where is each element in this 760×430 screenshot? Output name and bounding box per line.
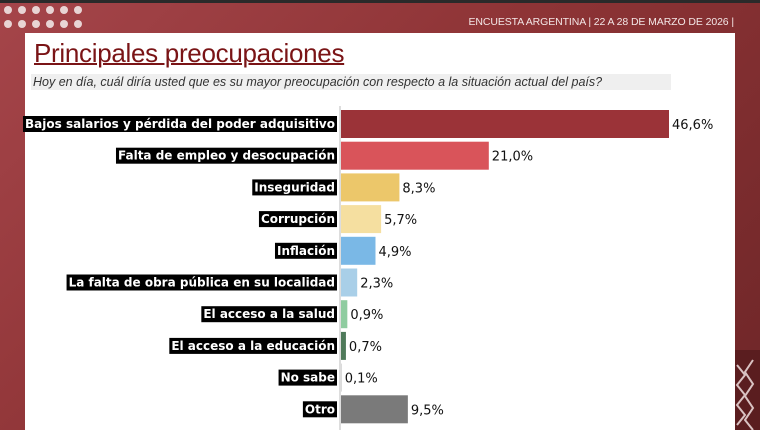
category-label: No sabe: [281, 371, 335, 385]
bar: [341, 205, 382, 234]
bar: [341, 173, 400, 202]
value-label: 0,7%: [349, 340, 382, 355]
dot: [60, 20, 68, 28]
value-label: 5,7%: [384, 213, 417, 228]
bar: [341, 268, 358, 297]
value-label: 8,3%: [402, 181, 435, 196]
top-bar: [0, 0, 760, 3]
category-label: El acceso a la salud: [203, 307, 335, 321]
dot: [46, 6, 54, 14]
value-label: 9,5%: [411, 403, 444, 418]
category-label-bg: [66, 274, 337, 291]
dot: [74, 6, 82, 14]
question-subtitle: Hoy en día, cuál diría usted que es su m…: [31, 74, 671, 90]
category-label-bg: [169, 337, 337, 354]
category-label-bg: [252, 179, 337, 196]
value-label: 4,9%: [378, 245, 411, 260]
bar: [341, 141, 489, 170]
dot: [4, 6, 12, 14]
category-label: Inseguridad: [254, 180, 335, 194]
category-label-bg: [23, 116, 337, 132]
category-label-bg: [115, 147, 337, 164]
category-label: Falta de empleo y desocupación: [118, 149, 335, 163]
value-label: 0,1%: [345, 372, 378, 387]
category-label: Otro: [305, 402, 335, 416]
category-label: Inflación: [277, 244, 335, 258]
bar: [341, 331, 346, 360]
value-label: 0,9%: [350, 308, 383, 323]
category-label-bg: [258, 211, 337, 228]
value-label: 46,6%: [672, 118, 713, 133]
value-label: 21,0%: [492, 150, 533, 165]
category-label-bg: [278, 369, 337, 386]
dot: [18, 6, 26, 14]
bar: [341, 236, 376, 265]
category-label-bg: [302, 401, 337, 418]
category-label-bg: [274, 242, 337, 259]
dot: [32, 6, 40, 14]
page-title: Principales preocupaciones: [34, 38, 345, 68]
zigzag-icon: [735, 359, 755, 430]
dot: [46, 20, 54, 28]
dot: [32, 20, 40, 28]
category-label: Bajos salarios y pérdida del poder adqui…: [25, 117, 335, 131]
zigzag-decoration: [735, 350, 760, 430]
dot: [18, 20, 26, 28]
dot: [74, 20, 82, 28]
bar: [341, 110, 669, 138]
category-label: La falta de obra pública en su localidad: [69, 276, 335, 290]
value-label: 2,3%: [360, 277, 393, 292]
bar: [341, 395, 408, 424]
bar: [341, 300, 348, 329]
category-label: El acceso a la educación: [171, 339, 335, 353]
dot: [60, 6, 68, 14]
category-label-bg: [201, 306, 337, 323]
dot: [4, 20, 12, 28]
bar: [341, 363, 342, 392]
category-label: Corrupción: [261, 212, 335, 226]
survey-header: ENCUESTA ARGENTINA | 22 A 28 DE MARZO DE…: [468, 16, 735, 28]
